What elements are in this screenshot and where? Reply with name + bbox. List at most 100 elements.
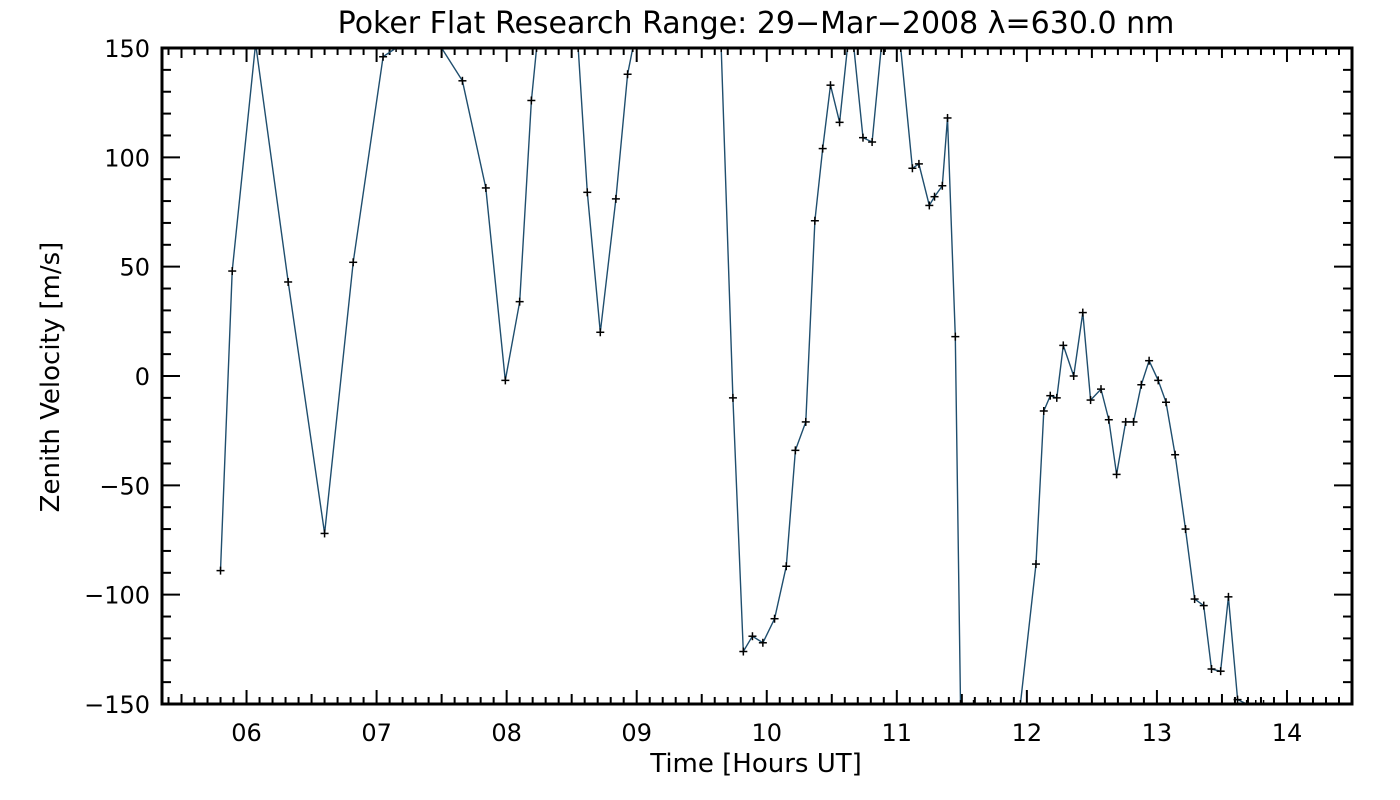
data-point <box>1154 376 1163 385</box>
data-point <box>868 138 877 147</box>
data-series <box>219 48 1264 704</box>
data-point <box>728 393 737 402</box>
data-point <box>1190 595 1199 604</box>
data-point <box>611 194 620 203</box>
data-point <box>320 529 329 538</box>
x-tick-label: 09 <box>621 719 652 747</box>
axis-ticks <box>162 47 1353 705</box>
data-point <box>810 216 819 225</box>
data-point <box>1016 700 1025 704</box>
data-point <box>1121 417 1130 426</box>
data-point <box>1096 385 1105 394</box>
data-point <box>1052 393 1061 402</box>
y-tick-label: 50 <box>119 254 150 282</box>
series-line <box>219 48 1264 704</box>
data-point <box>758 638 767 647</box>
data-point <box>801 417 810 426</box>
data-point <box>925 201 934 210</box>
x-tick-label: 06 <box>231 719 262 747</box>
data-point <box>938 181 947 190</box>
data-point <box>1216 667 1225 676</box>
data-point <box>574 48 583 52</box>
data-point <box>914 159 923 168</box>
y-tick-label: −100 <box>84 582 150 610</box>
data-point <box>770 614 779 623</box>
data-point <box>1059 341 1068 350</box>
y-tick-label: 150 <box>104 35 150 63</box>
tick-labels: 06 07 08 09 10 11 12 13 14 −150 −100 −50 0 50 100 150 <box>84 35 1302 747</box>
data-point <box>739 647 748 656</box>
data-point <box>1086 396 1095 405</box>
data-point <box>1112 470 1121 479</box>
data-point <box>858 133 867 142</box>
data-point <box>532 48 541 52</box>
data-point <box>1129 417 1138 426</box>
data-point <box>956 700 965 704</box>
data-point <box>877 48 886 52</box>
data-point <box>849 48 858 52</box>
data-point <box>782 562 791 571</box>
data-point <box>228 267 237 276</box>
data-point <box>1104 415 1113 424</box>
x-tick-label: 07 <box>361 719 392 747</box>
y-tick-label: −50 <box>99 472 150 500</box>
data-point <box>1162 398 1171 407</box>
data-point <box>881 48 890 52</box>
data-point <box>437 48 446 52</box>
data-point <box>379 52 388 61</box>
data-point <box>1207 665 1216 674</box>
data-point <box>596 328 605 337</box>
x-tick-label: 08 <box>491 719 522 747</box>
x-tick-label: 12 <box>1012 719 1043 747</box>
data-point <box>1145 356 1154 365</box>
data-point <box>717 48 726 52</box>
data-point <box>349 258 358 267</box>
data-point <box>969 700 978 704</box>
data-point <box>628 48 637 52</box>
data-point <box>392 48 401 52</box>
x-tick-label: 14 <box>1272 719 1303 747</box>
data-point <box>843 48 852 52</box>
data-point <box>943 113 952 122</box>
data-point <box>1233 695 1242 704</box>
data-point <box>501 376 510 385</box>
x-tick-label: 13 <box>1142 719 1173 747</box>
data-markers <box>216 40 1268 704</box>
data-point <box>458 76 467 85</box>
y-tick-label: −150 <box>84 691 150 719</box>
data-point <box>481 183 490 192</box>
y-axis-label: Zenith Velocity [m/s] <box>36 242 66 513</box>
data-point <box>623 70 632 79</box>
data-point <box>1181 525 1190 534</box>
data-point <box>1242 700 1251 704</box>
data-point <box>1199 601 1208 610</box>
x-axis-label: Time [Hours UT] <box>649 749 862 779</box>
data-point <box>896 48 905 52</box>
data-point <box>583 188 592 197</box>
data-point <box>748 632 757 641</box>
data-point <box>1171 450 1180 459</box>
data-point <box>1031 560 1040 569</box>
data-point <box>1039 406 1048 415</box>
data-point <box>515 297 524 306</box>
data-point <box>986 700 995 704</box>
data-point <box>951 332 960 341</box>
data-point <box>1069 372 1078 380</box>
data-point <box>527 96 536 105</box>
data-point <box>835 118 844 127</box>
data-point <box>216 566 225 575</box>
data-point <box>252 40 260 48</box>
data-point <box>1078 308 1087 317</box>
data-point <box>908 164 917 173</box>
data-point <box>930 192 939 201</box>
y-tick-label: 100 <box>104 144 150 172</box>
x-tick-label: 11 <box>882 719 913 747</box>
data-point <box>791 446 800 455</box>
chart-title: Poker Flat Research Range: 29−Mar−2008 λ… <box>338 6 1175 41</box>
data-point <box>284 277 293 286</box>
plot-frame <box>160 46 1354 706</box>
data-point <box>818 144 827 153</box>
x-tick-label: 10 <box>751 719 782 747</box>
data-point <box>1259 700 1268 704</box>
